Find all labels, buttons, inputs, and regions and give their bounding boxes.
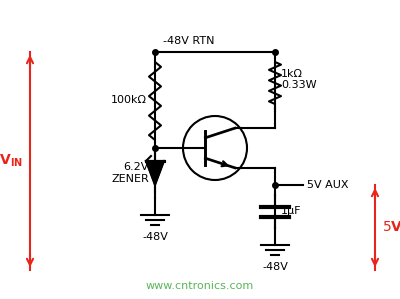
Text: 0.33W: 0.33W (281, 80, 317, 90)
Text: $5\mathbf{V}_{\mathbf{OUT}}$: $5\mathbf{V}_{\mathbf{OUT}}$ (382, 219, 400, 236)
Text: $-48\mathbf{V}_{\mathbf{IN}}$: $-48\mathbf{V}_{\mathbf{IN}}$ (0, 153, 23, 169)
Text: 1kΩ: 1kΩ (281, 69, 303, 79)
Text: -48V: -48V (142, 232, 168, 242)
Text: www.cntronics.com: www.cntronics.com (146, 281, 254, 291)
Text: 5V AUX: 5V AUX (307, 180, 348, 190)
Text: 6.2V: 6.2V (124, 162, 149, 172)
Polygon shape (146, 161, 164, 185)
Text: 1μF: 1μF (281, 207, 302, 216)
Text: 100kΩ: 100kΩ (111, 95, 147, 105)
Text: -48V: -48V (262, 262, 288, 272)
Text: -48V RTN: -48V RTN (163, 36, 214, 46)
Text: ZENER: ZENER (111, 174, 149, 184)
